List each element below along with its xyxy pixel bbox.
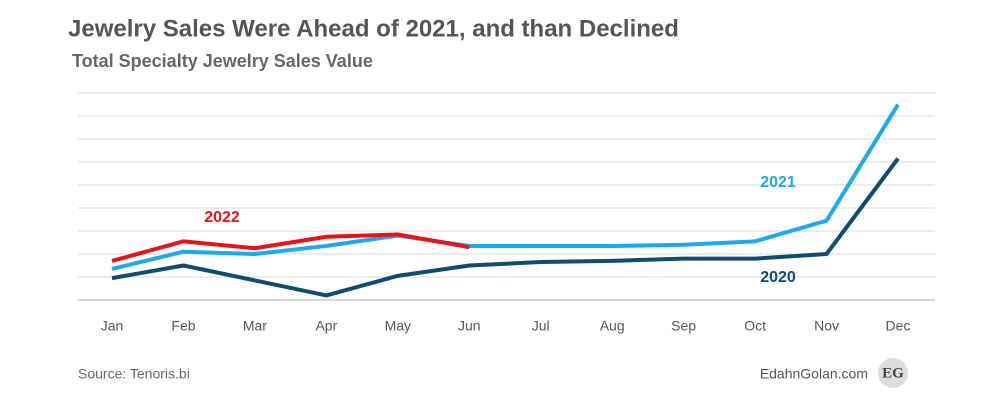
series-label: 2022	[204, 209, 240, 226]
series-label: 2021	[760, 174, 796, 191]
x-tick-label: Dec	[886, 318, 911, 334]
x-tick-label: Mar	[243, 318, 267, 334]
series-line	[111, 157, 900, 298]
x-tick-label: Nov	[814, 318, 839, 334]
chart-title: Jewelry Sales Were Ahead of 2021, and th…	[68, 15, 679, 42]
logo: EG	[882, 365, 904, 381]
x-tick-label: Sep	[671, 318, 696, 334]
x-tick-label: Jan	[101, 318, 124, 334]
series-line	[111, 232, 470, 263]
x-tick-label: Aug	[600, 318, 625, 334]
x-tick-label: Apr	[315, 318, 337, 334]
x-tick-label: Feb	[171, 318, 195, 334]
x-tick-label: Jun	[458, 318, 481, 334]
chart-subtitle: Total Specialty Jewelry Sales Value	[72, 51, 373, 71]
series-label: 2020	[760, 269, 796, 286]
source: Source: Tenoris.bi	[78, 366, 190, 382]
x-tick-label: May	[385, 318, 411, 334]
logo-circle	[878, 358, 908, 388]
brand: EdahnGolan.com	[760, 366, 868, 382]
x-tick-label: Jul	[532, 318, 550, 334]
series-line	[111, 103, 900, 271]
x-tick-label: Oct	[744, 318, 766, 334]
